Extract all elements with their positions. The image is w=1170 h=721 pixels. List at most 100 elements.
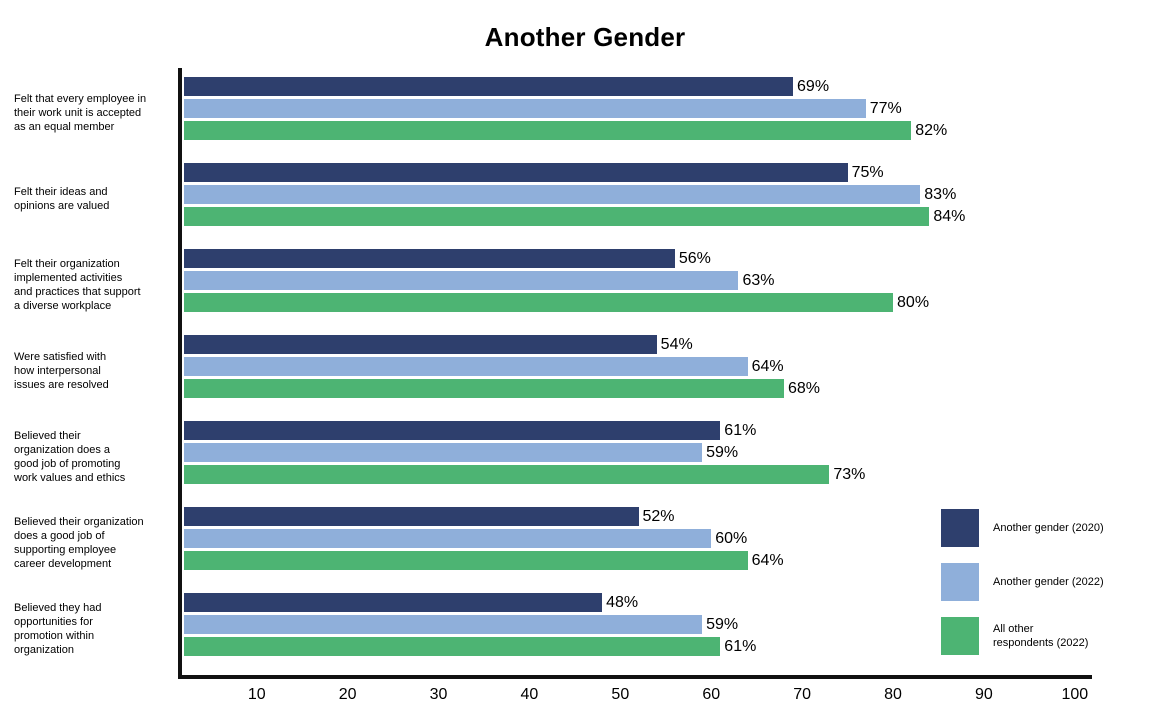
bar-all-other-respondents-2022 [184, 121, 912, 140]
bar-group: 52% 60% 64% [184, 507, 1093, 573]
bar-another-gender-2020 [184, 77, 794, 96]
category-group: Felt that every employee in their work u… [0, 70, 1170, 156]
bar-another-gender-2022 [184, 271, 739, 290]
category-label: Believed their organization does a good … [14, 515, 144, 571]
bar-another-gender-2020 [184, 249, 675, 268]
bar-all-other-respondents-2022 [184, 207, 930, 226]
value-label: 84% [933, 207, 966, 225]
chart-legend: Another gender (2020) Another gender (202… [941, 509, 1156, 671]
legend-label: All other respondents (2022) [993, 622, 1089, 649]
bar-row: 82% [184, 121, 1093, 140]
value-label: 64% [751, 551, 784, 569]
bar-row: 52% [184, 507, 1093, 526]
x-axis-line [178, 675, 1092, 679]
category-label: Felt their ideas and opinions are valued [14, 185, 110, 212]
category-label: Felt that every employee in their work u… [14, 92, 147, 134]
x-tick-label: 10 [247, 686, 266, 703]
value-label: 48% [606, 593, 639, 611]
bar-row: 48% [184, 593, 1093, 612]
bar-row: 59% [184, 615, 1093, 634]
x-axis-ticks: 10 20 30 40 50 60 70 80 90 100 [184, 686, 1093, 708]
value-label: 77% [869, 99, 902, 117]
y-axis-line [178, 68, 182, 679]
bar-row: 64% [184, 357, 1093, 376]
value-label: 52% [642, 507, 675, 525]
bar-all-other-respondents-2022 [184, 379, 784, 398]
bar-another-gender-2022 [184, 529, 712, 548]
bar-row: 59% [184, 443, 1093, 462]
bar-row: 61% [184, 421, 1093, 440]
legend-swatch [941, 563, 979, 601]
category-group: Believed their organization does a good … [0, 500, 1170, 586]
bar-another-gender-2022 [184, 185, 921, 204]
bar-row: 61% [184, 637, 1093, 656]
bar-another-gender-2022 [184, 443, 703, 462]
value-label: 69% [797, 77, 830, 95]
bar-row: 80% [184, 293, 1093, 312]
x-tick-label: 60 [702, 686, 721, 703]
bar-another-gender-2022 [184, 99, 866, 118]
bar-group: 69% 77% 82% [184, 77, 1093, 143]
chart-rows: Felt that every employee in their work u… [0, 70, 1170, 672]
x-tick-label: 100 [1061, 686, 1089, 703]
value-label: 61% [724, 637, 757, 655]
bar-row: 84% [184, 207, 1093, 226]
category-label: Believed they had opportunities for prom… [14, 601, 102, 657]
bar-another-gender-2022 [184, 615, 703, 634]
value-label: 59% [706, 443, 739, 461]
bar-row: 69% [184, 77, 1093, 96]
bar-group: 54% 64% 68% [184, 335, 1093, 401]
value-label: 56% [678, 249, 711, 267]
x-tick-label: 90 [975, 686, 993, 703]
chart-title: Another Gender [484, 22, 686, 52]
x-tick-label: 20 [338, 686, 357, 703]
bar-row: 68% [184, 379, 1093, 398]
value-label: 75% [851, 163, 884, 181]
bar-row: 60% [184, 529, 1093, 548]
bar-another-gender-2020 [184, 335, 657, 354]
value-label: 63% [742, 271, 775, 289]
bar-another-gender-2020 [184, 507, 639, 526]
legend-item: Another gender (2020) [941, 509, 1156, 547]
bar-row: 54% [184, 335, 1093, 354]
bar-row: 75% [184, 163, 1093, 182]
bar-all-other-respondents-2022 [184, 465, 830, 484]
bar-all-other-respondents-2022 [184, 551, 748, 570]
category-group: Believed their organization does a good … [0, 414, 1170, 500]
value-label: 59% [706, 615, 739, 633]
legend-label: Another gender (2020) [993, 521, 1104, 534]
legend-item: Another gender (2022) [941, 563, 1156, 601]
bar-row: 56% [184, 249, 1093, 268]
bar-another-gender-2022 [184, 357, 748, 376]
category-group: Felt their organization implemented acti… [0, 242, 1170, 328]
category-group: Believed they had opportunities for prom… [0, 586, 1170, 672]
bar-group: 48% 59% 61% [184, 593, 1093, 659]
x-tick-label: 30 [429, 686, 448, 703]
value-label: 64% [751, 357, 784, 375]
bar-group: 61% 59% 73% [184, 421, 1093, 487]
value-label: 68% [787, 379, 820, 397]
bar-group: 56% 63% 80% [184, 249, 1093, 315]
bar-another-gender-2020 [184, 163, 848, 182]
legend-label: Another gender (2022) [993, 575, 1104, 588]
bar-group: 75% 83% 84% [184, 163, 1093, 229]
legend-swatch [941, 617, 979, 655]
value-label: 73% [833, 465, 866, 483]
bar-row: 77% [184, 99, 1093, 118]
bar-another-gender-2020 [184, 421, 721, 440]
bar-another-gender-2020 [184, 593, 603, 612]
x-tick-label: 80 [884, 686, 902, 703]
bar-row: 63% [184, 271, 1093, 290]
value-label: 54% [660, 335, 693, 353]
category-group: Felt their ideas and opinions are valued… [0, 156, 1170, 242]
bar-row: 73% [184, 465, 1093, 484]
bar-all-other-respondents-2022 [184, 293, 894, 312]
bar-row: 83% [184, 185, 1093, 204]
legend-item: All other respondents (2022) [941, 617, 1156, 655]
value-label: 80% [897, 293, 930, 311]
x-tick-label: 40 [520, 686, 539, 703]
value-label: 61% [724, 421, 757, 439]
category-group: Were satisfied with how interpersonal is… [0, 328, 1170, 414]
value-label: 83% [924, 185, 957, 203]
category-label: Believed their organization does a good … [14, 429, 126, 485]
